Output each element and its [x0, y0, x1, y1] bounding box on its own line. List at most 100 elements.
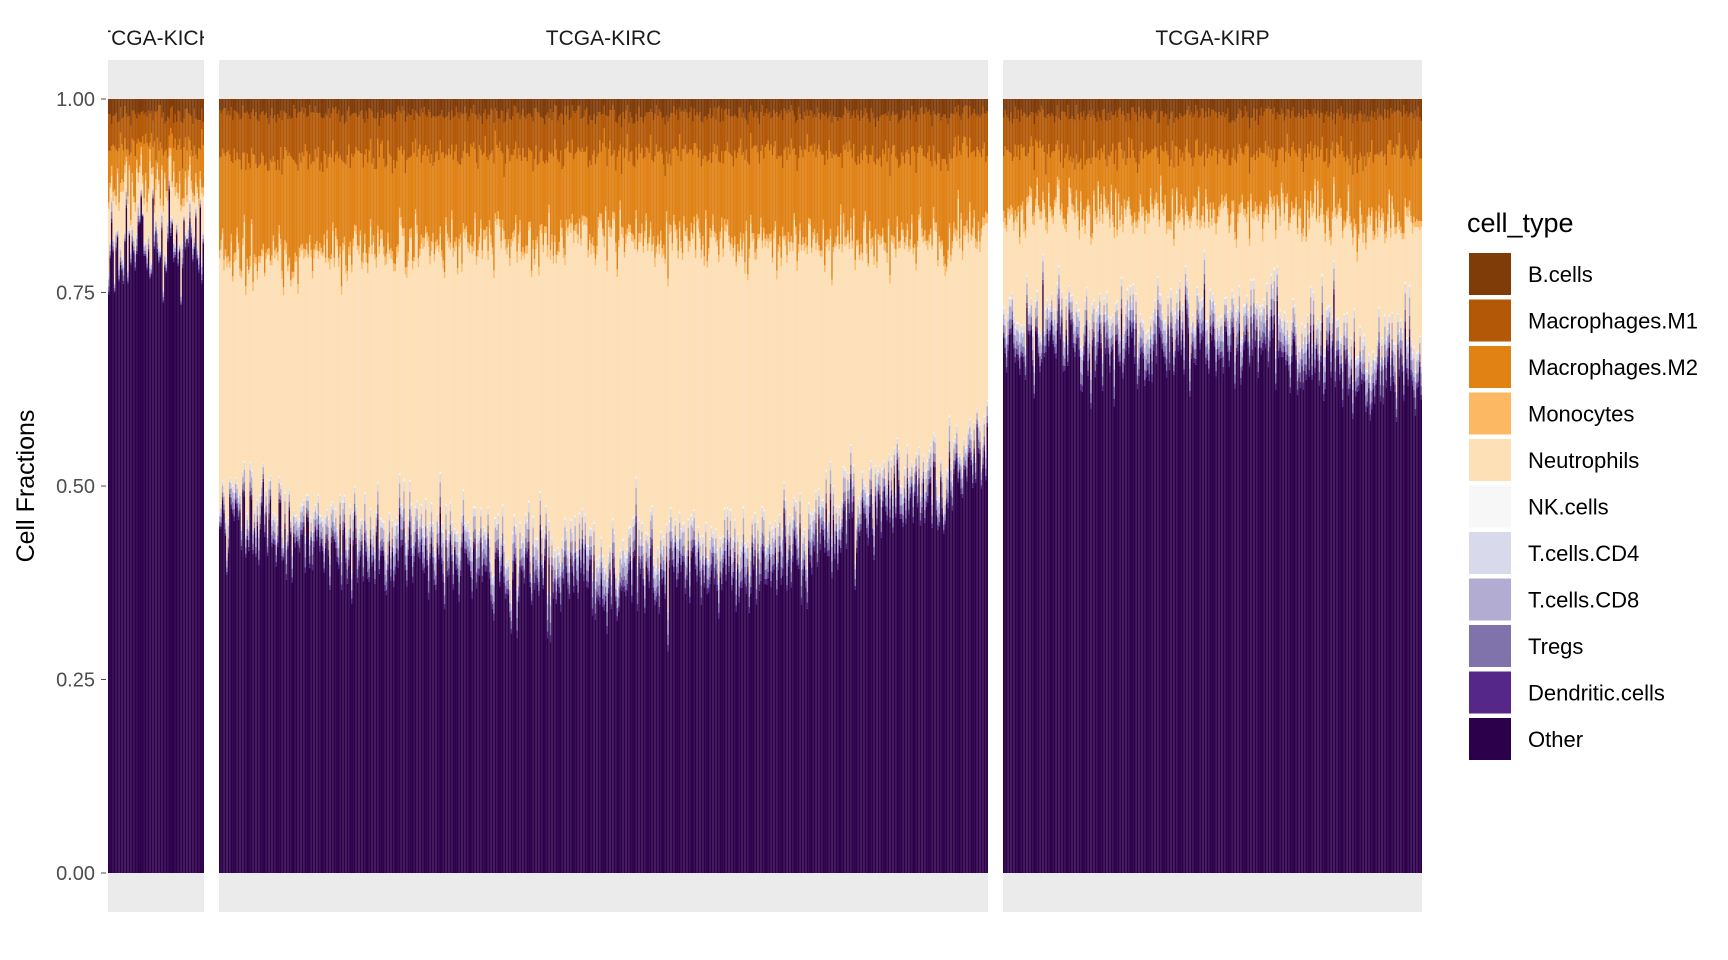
bar-segment	[662, 560, 665, 571]
bar-segment	[458, 238, 460, 247]
bar-segment	[680, 161, 682, 242]
bar-segment	[448, 533, 450, 543]
bar-segment	[693, 509, 695, 511]
bar-segment	[374, 550, 376, 553]
bar-segment	[558, 586, 560, 593]
bar-segment	[223, 492, 225, 497]
bar-segment	[161, 230, 163, 873]
bar-segment	[451, 560, 453, 873]
bar-segment	[269, 99, 272, 116]
bar-segment	[689, 241, 691, 247]
bar	[522, 99, 524, 873]
bar	[474, 99, 476, 873]
bar-segment	[409, 528, 411, 873]
bar-segment	[533, 99, 536, 109]
bar-segment	[288, 489, 291, 491]
bar-segment	[522, 99, 524, 109]
bar-segment	[616, 621, 619, 873]
bar-segment	[393, 159, 395, 264]
bar-segment	[281, 537, 283, 549]
bar-segment	[568, 99, 571, 121]
bar-segment	[517, 601, 520, 873]
bar-segment	[362, 581, 365, 873]
bar-segment	[446, 155, 449, 234]
bar-segment	[158, 248, 160, 252]
bar-segment	[113, 99, 116, 116]
bar-segment	[420, 162, 423, 235]
bar-segment	[525, 537, 527, 548]
bar-segment	[706, 261, 708, 268]
bar-segment	[680, 247, 682, 528]
bar-segment	[454, 151, 456, 242]
bar-segment	[443, 609, 446, 873]
bar-segment	[526, 557, 529, 873]
bar-segment	[549, 259, 552, 594]
bar-segment	[140, 193, 142, 196]
bar-segment	[578, 99, 581, 106]
bar-segment	[400, 539, 402, 547]
bar-segment	[316, 112, 318, 158]
bar-segment	[381, 99, 383, 111]
bar-segment	[122, 263, 125, 268]
bar-segment	[520, 558, 523, 566]
bar-segment	[571, 530, 574, 533]
bar-segment	[436, 246, 439, 514]
bar-segment	[115, 231, 117, 236]
bar-segment	[263, 276, 266, 507]
bar-segment	[196, 193, 199, 248]
bar-segment	[361, 110, 363, 154]
bar-segment	[700, 121, 703, 167]
bar-segment	[252, 154, 254, 283]
bar-segment	[684, 578, 687, 589]
bar-segment	[599, 567, 601, 585]
bar-segment	[591, 570, 594, 573]
bar-segment	[146, 143, 148, 203]
bar-segment	[326, 538, 328, 873]
bar-segment	[220, 249, 222, 503]
bar-segment	[436, 547, 439, 873]
bar-segment	[164, 256, 166, 262]
bar-segment	[676, 238, 678, 537]
bar	[275, 99, 278, 873]
bar	[378, 99, 381, 873]
bar-segment	[143, 246, 145, 251]
bar-segment	[474, 538, 476, 545]
bar-segment	[686, 567, 688, 576]
bar-segment	[308, 545, 311, 556]
bar-segment	[266, 552, 269, 556]
bar-segment	[710, 230, 713, 238]
bar-segment	[144, 253, 147, 256]
bar-segment	[557, 556, 559, 569]
bar-segment	[602, 114, 604, 143]
bar-segment	[709, 565, 711, 577]
bar-segment	[719, 122, 722, 163]
bar-segment	[635, 99, 637, 115]
bar-segment	[718, 582, 720, 590]
bar-segment	[488, 220, 491, 228]
bar-segment	[510, 633, 513, 873]
bar-segment	[528, 548, 530, 873]
bar	[490, 99, 492, 873]
bar-segment	[242, 237, 244, 246]
bar-segment	[323, 572, 325, 873]
bar-segment	[243, 112, 246, 153]
bar-segment	[403, 236, 405, 479]
bar-segment	[641, 223, 643, 233]
bar-segment	[240, 99, 243, 119]
bar-segment	[723, 520, 726, 539]
bar-segment	[622, 579, 624, 587]
bar-segment	[314, 510, 317, 520]
bar-segment	[544, 163, 546, 227]
bar-segment	[603, 105, 605, 129]
bar-segment	[584, 151, 587, 217]
bar-segment	[684, 235, 687, 556]
bar-segment	[694, 99, 697, 116]
bar-segment	[404, 542, 407, 556]
bar-segment	[240, 169, 243, 272]
bar-segment	[255, 163, 257, 258]
bar-segment	[420, 544, 423, 873]
bar	[718, 99, 720, 873]
bar-segment	[517, 112, 520, 149]
bar-segment	[660, 147, 662, 231]
bar-segment	[542, 562, 545, 568]
